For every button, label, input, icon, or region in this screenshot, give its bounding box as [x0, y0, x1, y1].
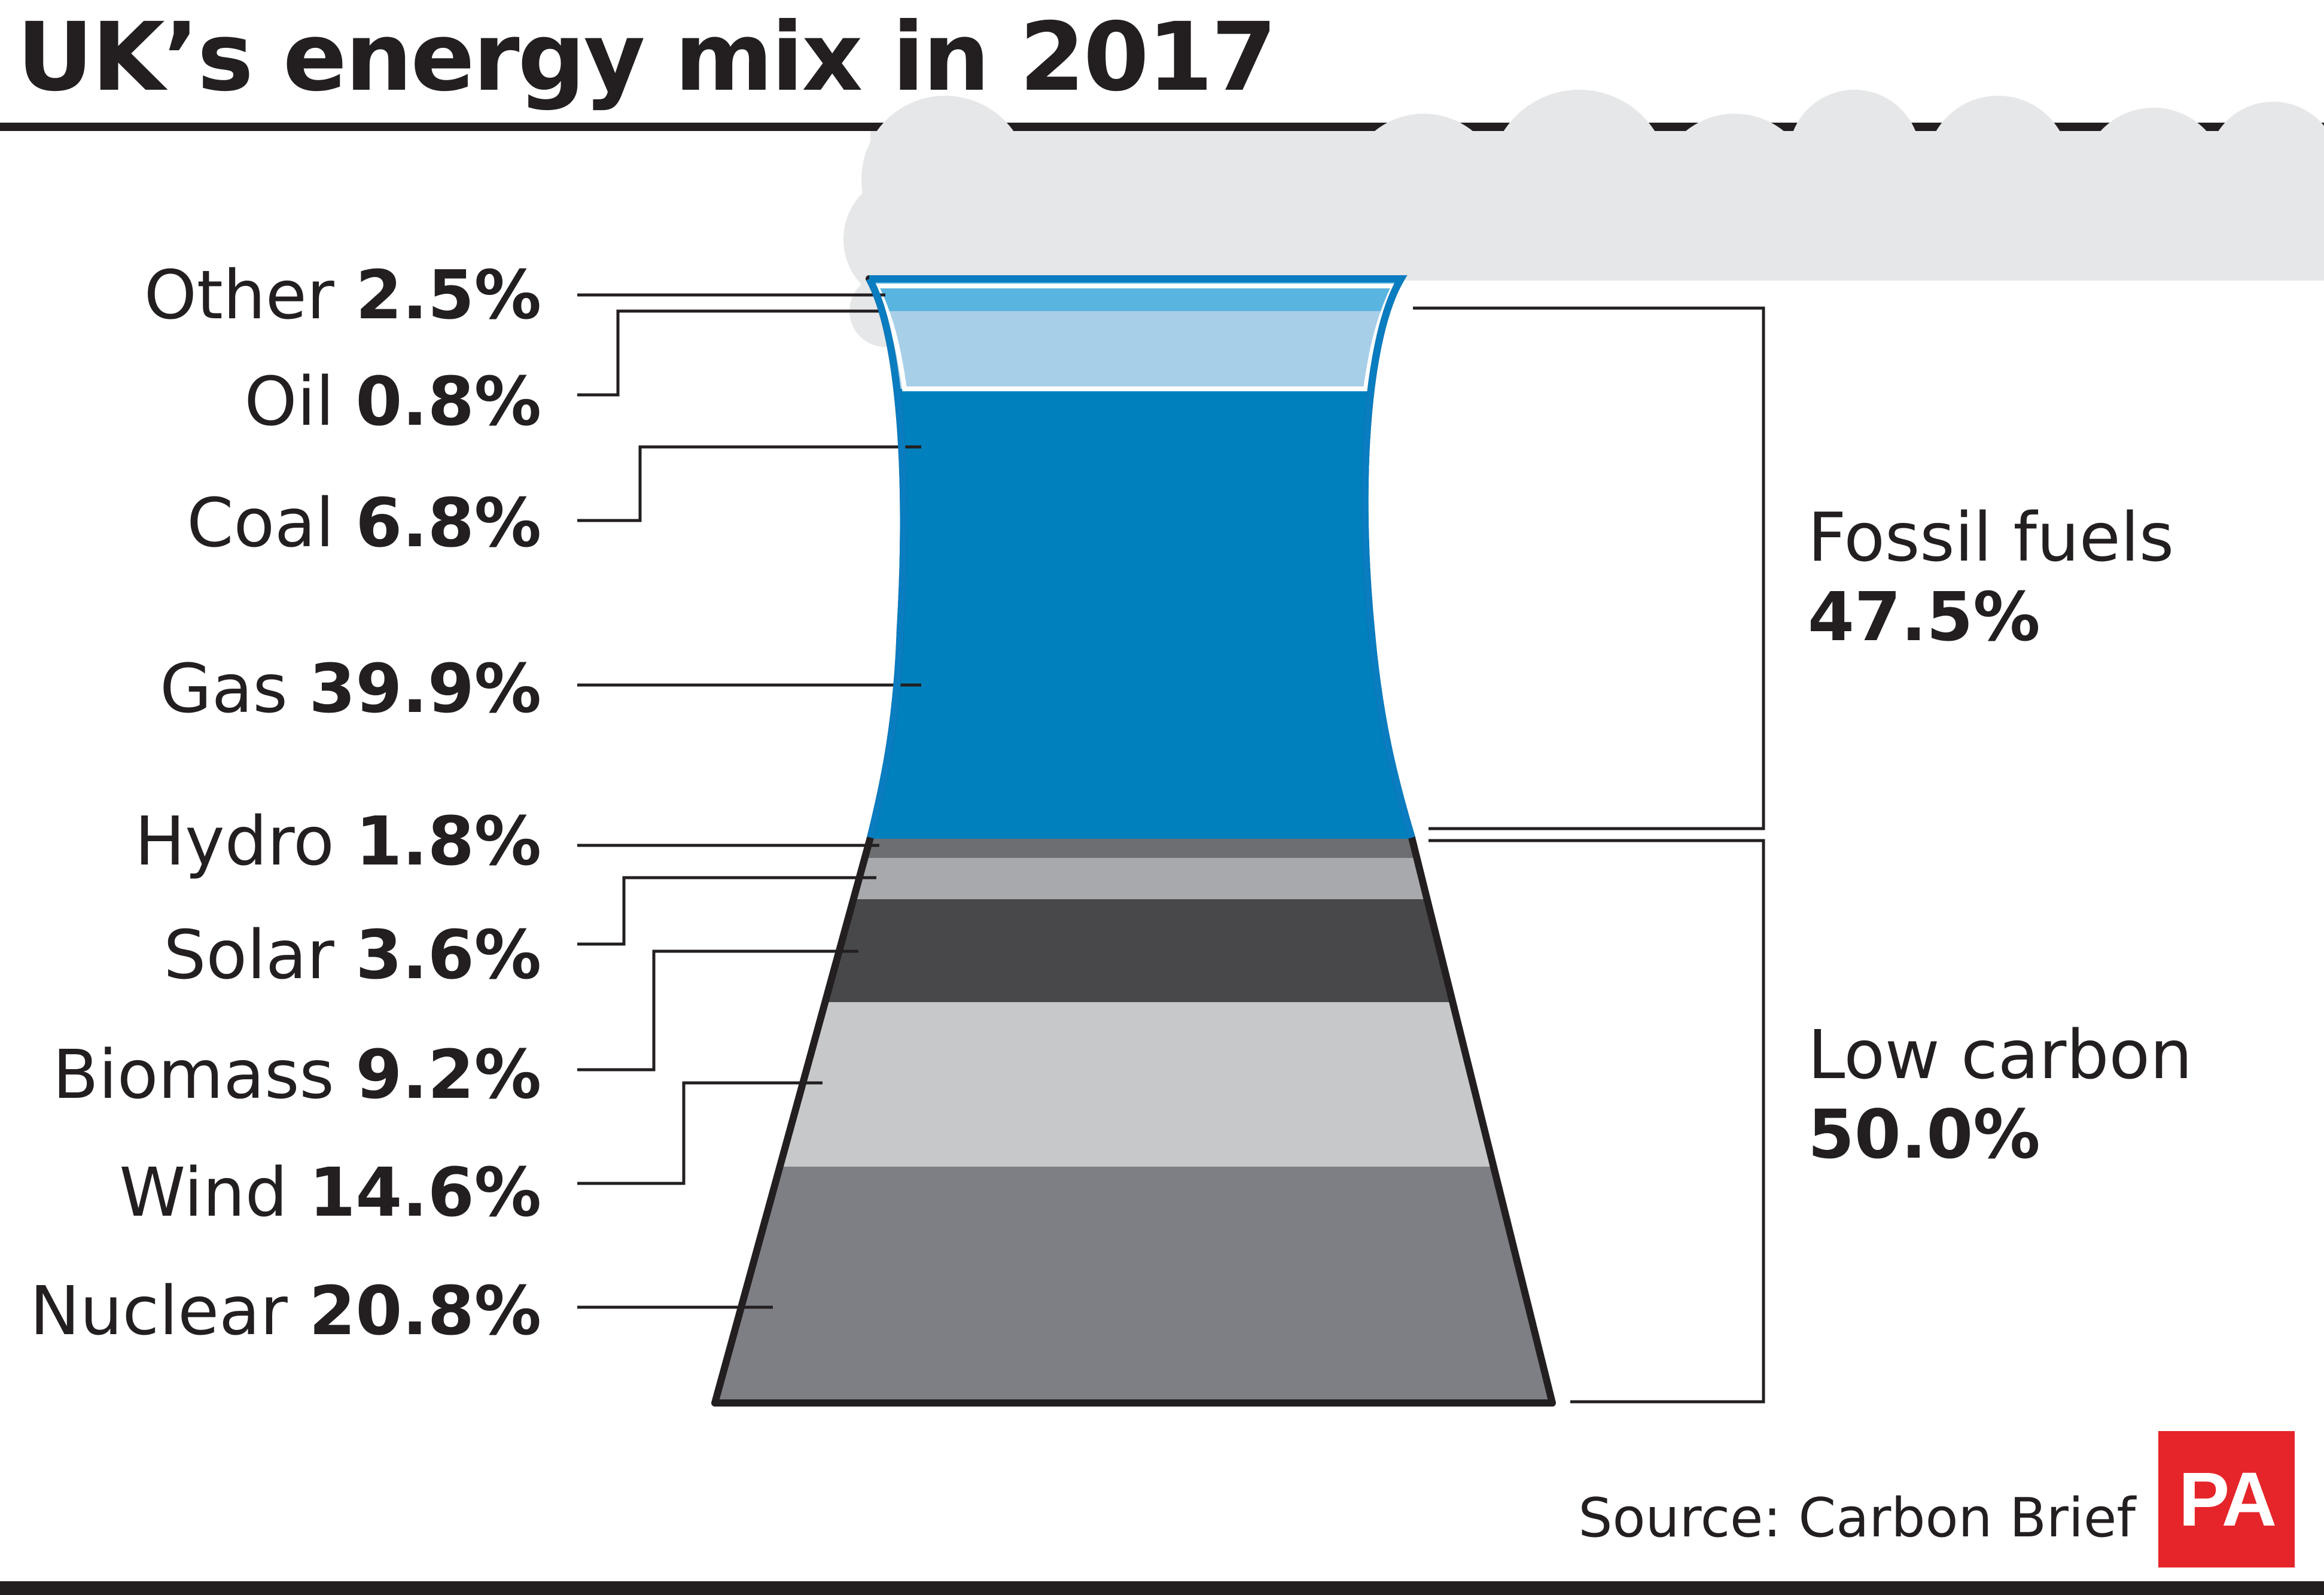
- bracket-low-carbon: [1428, 839, 1765, 1404]
- label-leaders: [577, 293, 921, 1309]
- leader-solar: [577, 876, 876, 946]
- layer-gas: [715, 598, 1552, 839]
- group-name-fossil-fuels: Fossil fuels: [1808, 499, 2174, 577]
- label-wind: Wind 14.6%: [119, 1154, 541, 1232]
- group-value-low-carbon: 50.0%: [1808, 1096, 2040, 1174]
- chart-title: UK’s energy mix in 2017: [17, 2, 1277, 112]
- source-note: Source: Carbon Brief: [1578, 1487, 2136, 1550]
- leader-wind: [577, 1081, 823, 1185]
- layer-nuclear: [715, 1167, 1552, 1403]
- group-value-fossil-fuels: 47.5%: [1808, 579, 2040, 656]
- label-gas: Gas 39.9%: [160, 650, 541, 728]
- label-biomass: Biomass 9.2%: [53, 1036, 541, 1114]
- tower-rim: [872, 284, 1398, 391]
- leader-coal: [577, 445, 921, 522]
- bottom-divider: [0, 1581, 2324, 1595]
- tower-blue-rim: [866, 275, 1415, 839]
- layer-oil: [715, 311, 1552, 389]
- label-hydro: Hydro 1.8%: [135, 803, 541, 881]
- bracket-fossil: [1413, 306, 1765, 830]
- label-other: Other 2.5%: [144, 257, 541, 334]
- label-solar: Solar 3.6%: [163, 917, 541, 994]
- leader-oil: [577, 309, 885, 397]
- pa-logo: PA: [2158, 1431, 2295, 1567]
- label-coal: Coal 6.8%: [187, 485, 541, 562]
- label-oil: Oil 0.8%: [244, 363, 541, 441]
- layer-coal: [715, 389, 1552, 598]
- group-name-low-carbon: Low carbon: [1808, 1016, 2192, 1094]
- leader-biomass: [577, 949, 858, 1072]
- segment-labels: Other 2.5% Oil 0.8% Coal 6.8% Gas 39.9% Hydr…: [30, 257, 541, 1350]
- layer-wind: [715, 1002, 1552, 1167]
- label-nuclear: Nuclear 20.8%: [30, 1273, 541, 1350]
